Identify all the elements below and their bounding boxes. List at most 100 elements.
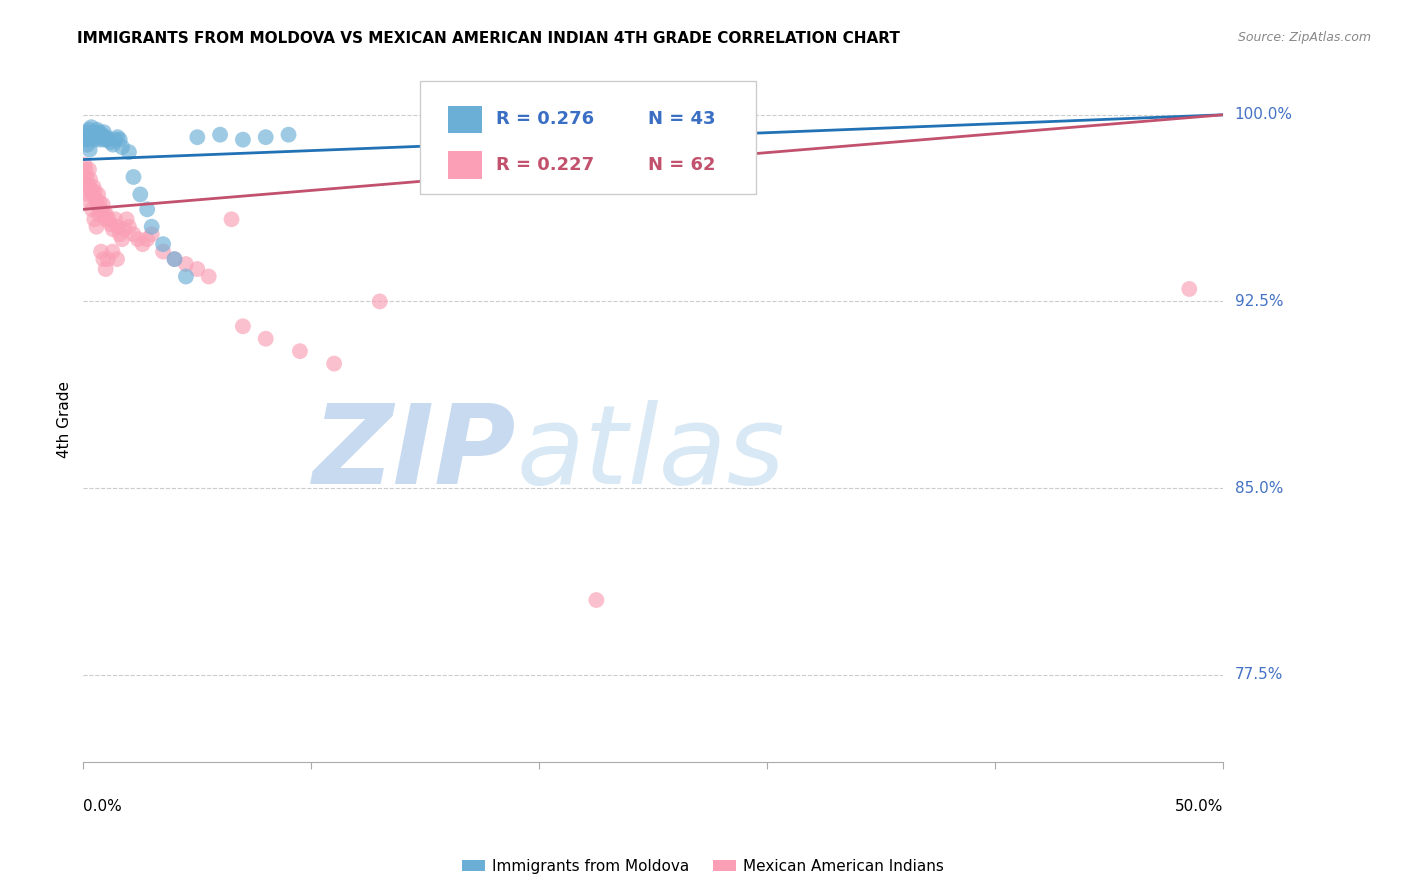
Point [89, 133, 111, 147]
Point [75, 133, 97, 147]
Text: IMMIGRANTS FROM MOLDOVA VS MEXICAN AMERICAN INDIAN 4TH GRADE CORRELATION CHART: IMMIGRANTS FROM MOLDOVA VS MEXICAN AMERI… [77, 31, 900, 46]
Point [163, 252, 186, 266]
Point [97, 252, 120, 266]
Point [152, 237, 174, 252]
Point [80, 202, 103, 217]
Text: N = 43: N = 43 [648, 111, 716, 128]
Point [80, 120, 103, 135]
Point [288, 344, 311, 359]
Point [77, 122, 100, 136]
Point [104, 133, 127, 147]
Point [197, 269, 219, 284]
Point [115, 212, 138, 227]
Point [254, 130, 277, 145]
Point [75, 178, 97, 192]
Point [76, 169, 98, 184]
Text: 92.5%: 92.5% [1234, 293, 1284, 309]
Text: atlas: atlas [516, 401, 785, 508]
Point [93, 204, 115, 219]
Point [79, 172, 101, 186]
Point [323, 357, 346, 371]
Point [97, 133, 120, 147]
Point [221, 212, 243, 227]
Bar [449, 152, 482, 178]
Point [82, 187, 104, 202]
Bar [449, 106, 482, 133]
Point [73, 157, 96, 171]
Point [100, 217, 122, 231]
Point [89, 194, 111, 209]
Point [86, 219, 108, 234]
Point [93, 252, 115, 266]
Point [112, 222, 135, 236]
Point [122, 169, 145, 184]
Point [163, 252, 186, 266]
Point [108, 133, 131, 147]
Point [111, 140, 134, 154]
Point [76, 182, 98, 196]
Text: R = 0.276: R = 0.276 [496, 111, 595, 128]
Text: 100.0%: 100.0% [1234, 107, 1292, 122]
Point [84, 193, 107, 207]
Point [80, 182, 103, 196]
Point [232, 133, 254, 147]
Point [186, 262, 208, 277]
Point [136, 232, 159, 246]
Point [101, 244, 124, 259]
Point [83, 133, 105, 147]
Point [97, 212, 120, 227]
Point [90, 244, 112, 259]
Point [87, 187, 110, 202]
Point [118, 219, 141, 234]
Point [136, 202, 159, 217]
Point [107, 219, 129, 234]
Point [87, 130, 110, 145]
Point [91, 197, 114, 211]
Point [94, 207, 117, 221]
Point [75, 130, 97, 145]
Text: 0.0%: 0.0% [83, 799, 122, 814]
Point [89, 125, 111, 139]
Point [84, 128, 107, 142]
Legend: Immigrants from Moldova, Mexican American Indians: Immigrants from Moldova, Mexican America… [456, 853, 950, 880]
Point [104, 212, 127, 227]
Point [76, 133, 98, 147]
Point [141, 227, 163, 242]
Point [76, 178, 98, 192]
Point [94, 262, 117, 277]
Point [76, 137, 98, 152]
Point [90, 207, 112, 221]
Point [83, 125, 105, 139]
Point [174, 257, 197, 271]
Point [1178, 282, 1201, 296]
Text: 50.0%: 50.0% [1175, 799, 1223, 814]
Point [174, 269, 197, 284]
Point [83, 212, 105, 227]
Point [76, 125, 98, 139]
Point [89, 202, 111, 217]
Point [79, 194, 101, 209]
Point [86, 122, 108, 136]
Point [186, 130, 208, 145]
Point [90, 128, 112, 142]
Point [94, 212, 117, 227]
Point [131, 237, 153, 252]
Point [101, 137, 124, 152]
Point [232, 319, 254, 334]
Point [93, 125, 115, 139]
Point [79, 143, 101, 157]
Point [101, 222, 124, 236]
Point [94, 133, 117, 147]
Point [83, 180, 105, 194]
Point [118, 145, 141, 160]
Text: Source: ZipAtlas.com: Source: ZipAtlas.com [1237, 31, 1371, 45]
Y-axis label: 4th Grade: 4th Grade [58, 381, 72, 458]
Point [100, 135, 122, 149]
Point [254, 332, 277, 346]
Point [79, 128, 101, 142]
Point [209, 128, 232, 142]
Point [152, 244, 174, 259]
Point [368, 294, 391, 309]
Point [94, 130, 117, 145]
Point [277, 128, 299, 142]
